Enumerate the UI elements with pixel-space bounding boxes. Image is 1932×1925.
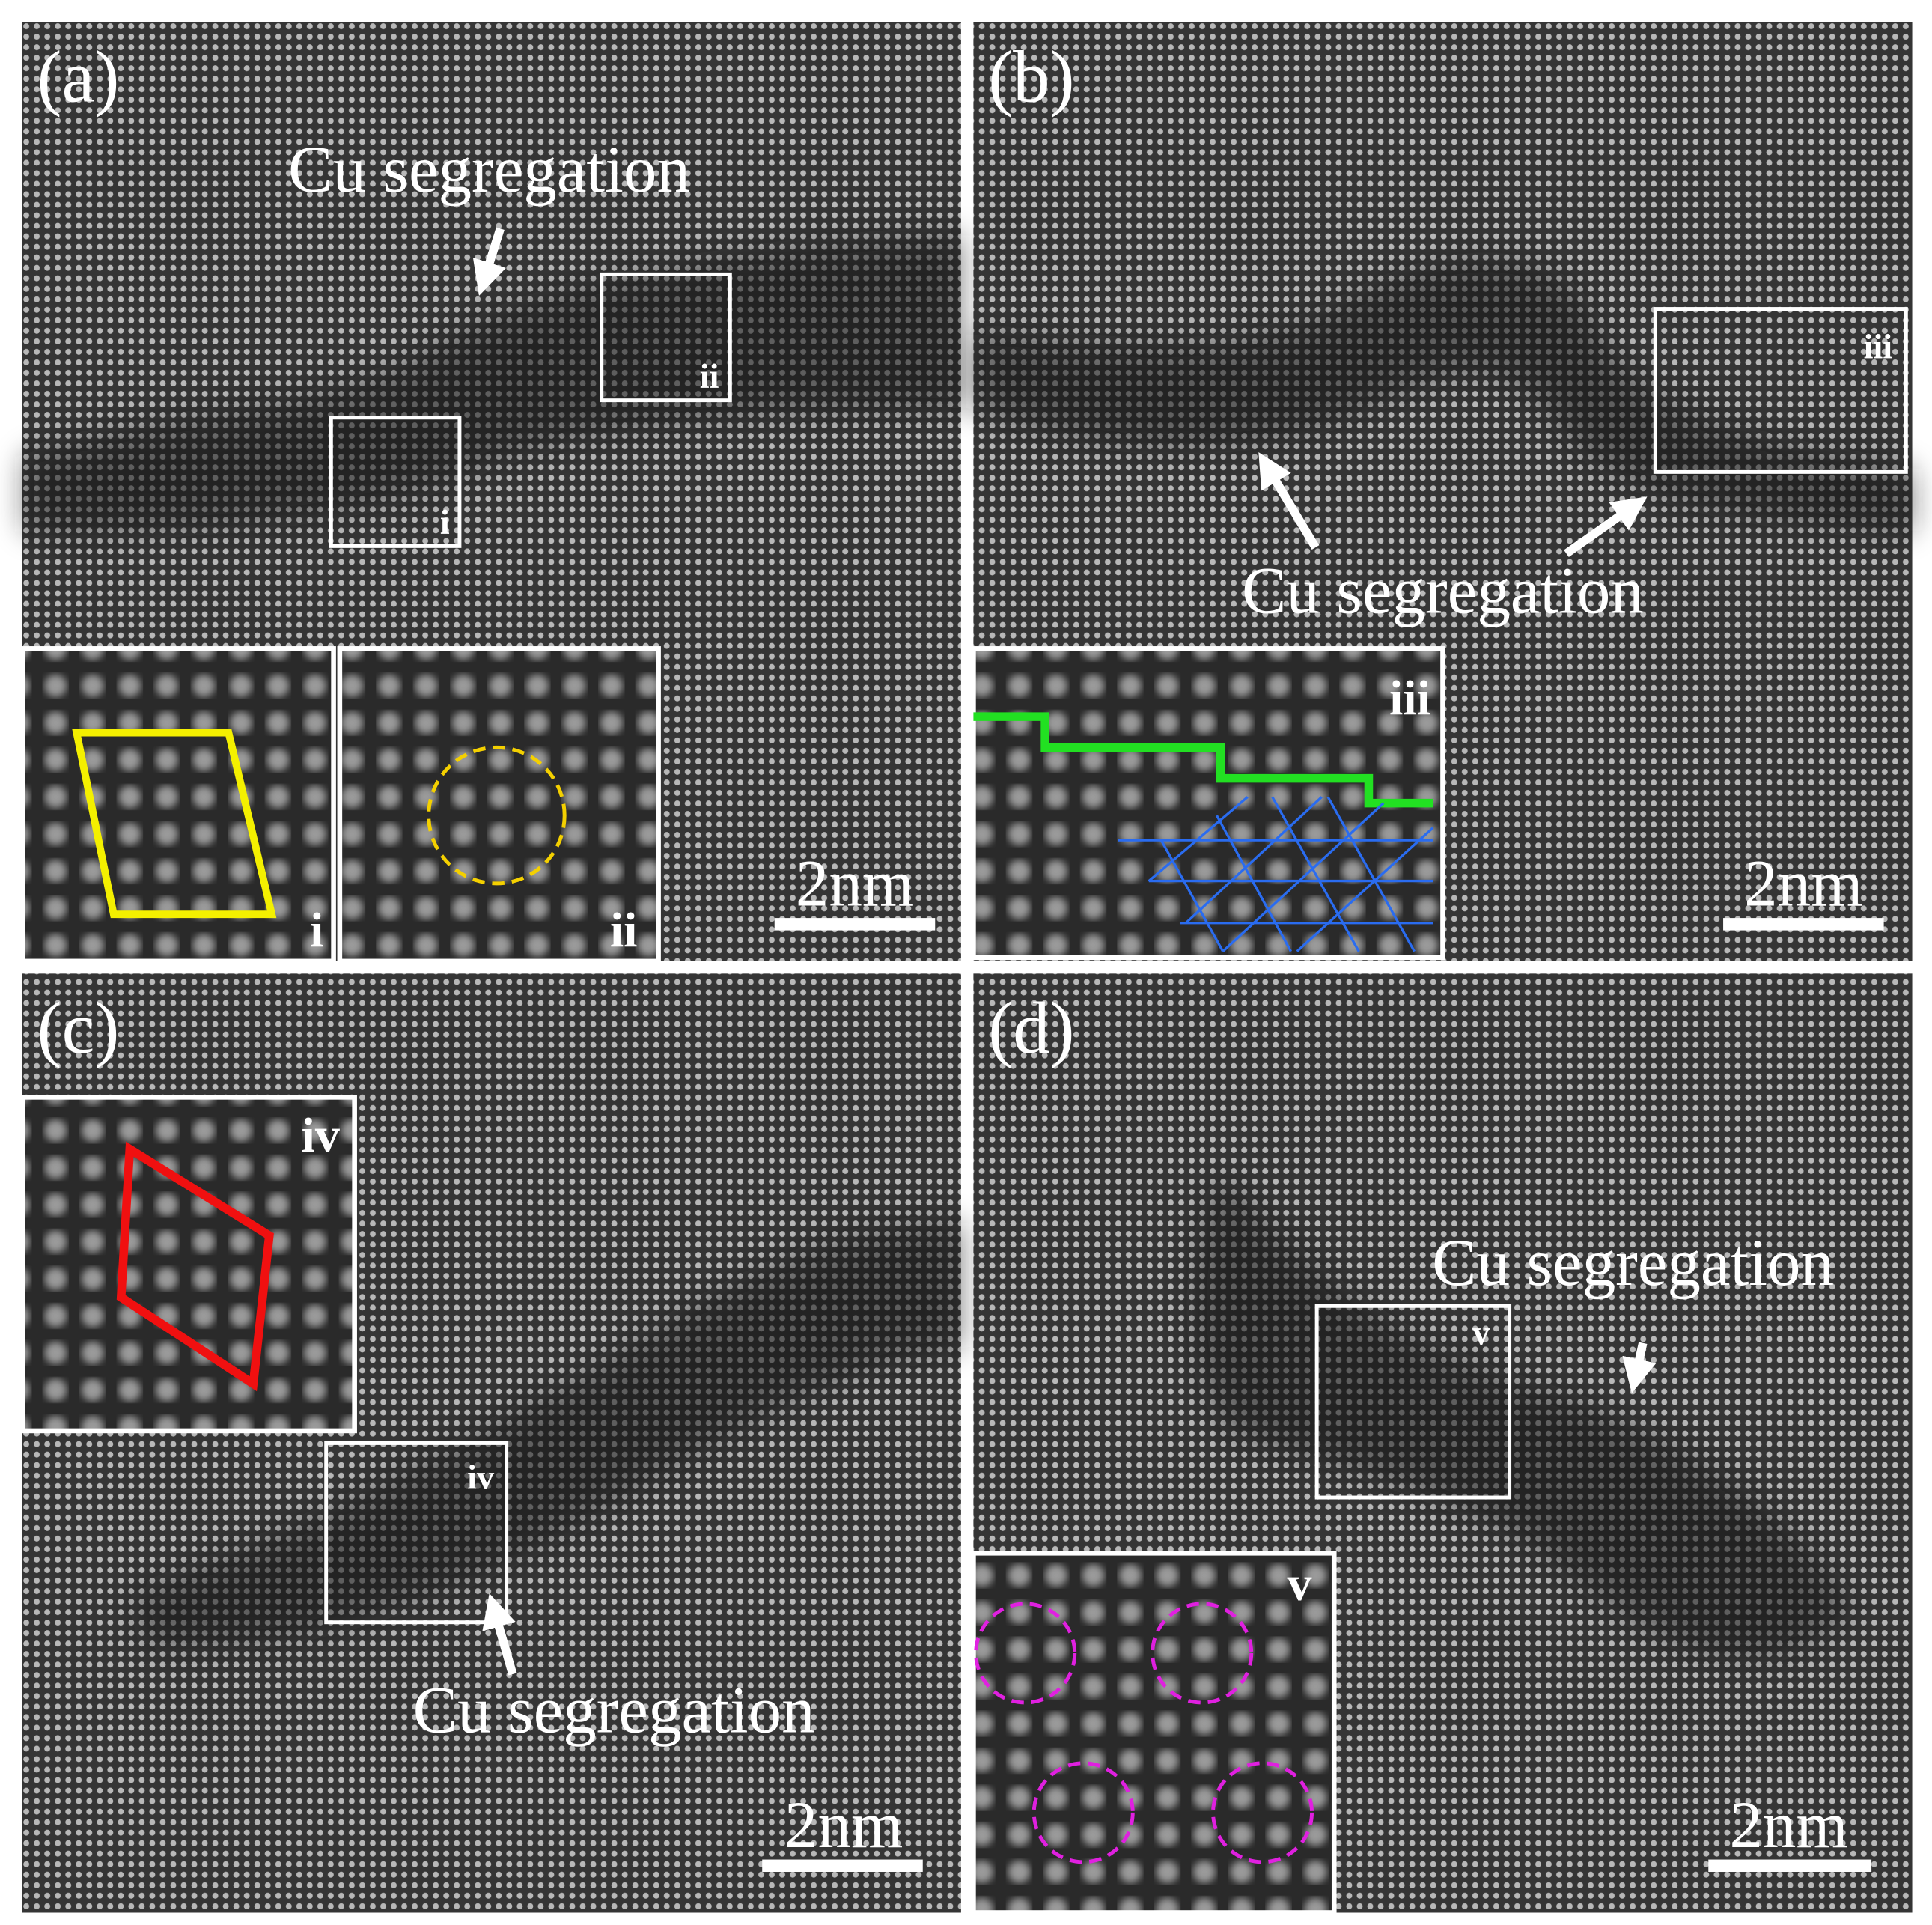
- scale-bar-label: 2nm: [784, 1789, 903, 1862]
- arrow: [472, 227, 506, 296]
- grain-boundary: [135, 1223, 961, 1645]
- arrow: [482, 1593, 517, 1676]
- inset: [971, 1550, 1337, 1915]
- grain-boundary: [1196, 1173, 1853, 1655]
- panel-a: (a) Cu segregation i ii i ii 2nm: [19, 22, 961, 964]
- inset: [337, 646, 661, 964]
- region-box: [324, 1441, 509, 1625]
- panel-label: (b): [988, 36, 1074, 118]
- scale-bar: [762, 1859, 923, 1873]
- panel-d: (d) Cu segregation v v 2nm: [971, 973, 1913, 1915]
- region-box: [1314, 1304, 1512, 1500]
- grain-boundary: [25, 234, 961, 532]
- scale-bar: [1708, 1859, 1872, 1873]
- panel-c: (c) iv iv Cu segregation 2nm: [19, 973, 961, 1913]
- grain-boundary: [975, 262, 1913, 532]
- scale-bar-label: 2nm: [796, 848, 914, 921]
- annotation: Cu segregation: [1432, 1226, 1834, 1300]
- scale-bar: [1723, 918, 1884, 931]
- panel-label: (d): [988, 988, 1074, 1069]
- panel-label: (c): [37, 988, 120, 1069]
- arrow: [1622, 1342, 1657, 1393]
- annotation: Cu segregation: [288, 133, 690, 207]
- unit-cell: [116, 1141, 274, 1392]
- arrow: [1564, 496, 1648, 558]
- annotation: Cu segregation: [413, 1674, 815, 1748]
- box-label: iii: [1864, 328, 1893, 366]
- inset-label: iii: [1389, 671, 1430, 726]
- region-box: [600, 272, 732, 403]
- region-box: [329, 416, 462, 548]
- panel-label: (a): [37, 36, 120, 118]
- panel-b: (b) iii Cu segregation iii 2nm: [971, 22, 1913, 961]
- inset-label: i: [310, 903, 323, 958]
- annotation: Cu segregation: [1242, 554, 1644, 627]
- inset: [19, 646, 336, 964]
- step-line: [973, 712, 1433, 808]
- scale-bar: [774, 918, 936, 931]
- arrow: [1258, 451, 1320, 550]
- inset-label: ii: [610, 903, 638, 958]
- box-label: ii: [700, 357, 719, 395]
- highlight-circle: [427, 745, 567, 886]
- inset-label: iv: [302, 1108, 340, 1163]
- region-box: [1653, 307, 1908, 474]
- box-label: v: [1472, 1313, 1490, 1351]
- inset: [19, 1095, 357, 1434]
- box-label: iv: [467, 1458, 495, 1496]
- unit-cell: [72, 729, 277, 919]
- inset-label: v: [1288, 1557, 1312, 1611]
- scale-bar-label: 2nm: [1744, 848, 1862, 921]
- scale-bar-label: 2nm: [1729, 1789, 1847, 1862]
- box-label: i: [440, 503, 450, 541]
- lattice-overlay: [1118, 796, 1434, 952]
